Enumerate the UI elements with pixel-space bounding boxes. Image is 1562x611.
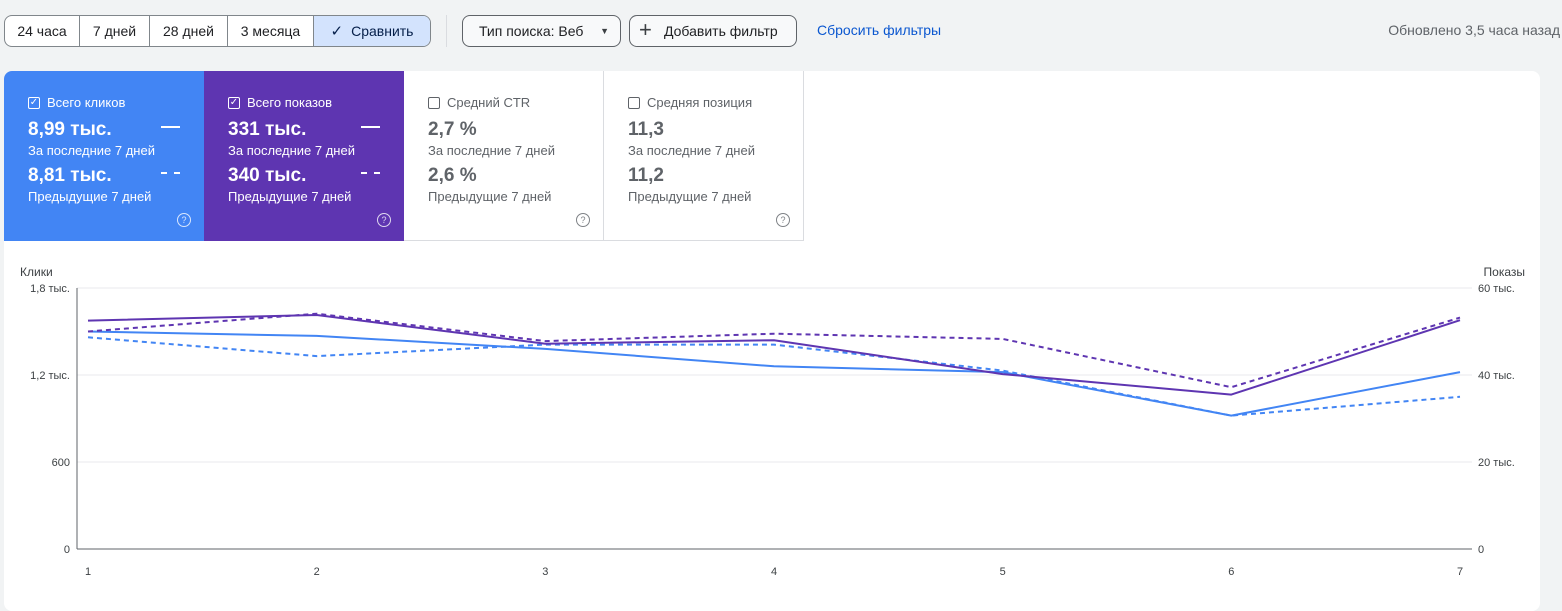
search-type-label: Тип поиска: Веб (479, 23, 584, 39)
toolbar-divider (446, 15, 447, 47)
period-selector: 24 часа 7 дней 28 дней 3 месяца ✓ Сравнит… (4, 15, 431, 47)
metric-previous-value: 11,2 (628, 165, 664, 186)
metric-current-period: За последние 7 дней (228, 143, 355, 158)
help-icon[interactable]: ? (177, 213, 191, 227)
metric-label: Средняя позиция (647, 95, 753, 110)
right-tick-label: 20 тыс. (1478, 457, 1515, 469)
chart-series (87, 312, 1461, 417)
check-icon: ✓ (330, 23, 344, 40)
metric-previous-period: Предыдущие 7 дней (28, 189, 152, 204)
metric-current-value: 331 тыс. (228, 119, 307, 140)
metric-current-period: За последние 7 дней (628, 143, 755, 158)
metric-header: Средний CTR (428, 95, 530, 110)
right-tick-label: 60 тыс. (1478, 283, 1515, 295)
solid-line-legend-icon (161, 126, 180, 128)
left-axis-title: Клики (20, 265, 53, 279)
plus-icon: + (639, 17, 652, 42)
metric-header: ✓ Всего показов (228, 95, 332, 110)
metric-header: ✓ Всего кликов (28, 95, 125, 110)
checkbox-checked-icon[interactable]: ✓ (228, 96, 240, 109)
dashed-line-legend-icon (361, 172, 380, 174)
help-icon[interactable]: ? (377, 213, 391, 227)
period-7d-button[interactable]: 7 дней (80, 16, 150, 46)
clicks-previous-line (87, 336, 1461, 417)
updated-status: Обновлено 3,5 часа назад (1388, 22, 1560, 38)
toolbar: 24 часа 7 дней 28 дней 3 месяца ✓ Сравнит… (0, 0, 1562, 62)
add-filter-button[interactable]: + Добавить фильтр (629, 15, 797, 47)
performance-chart: Клики Показы 0 0 600 20 тыс. 1,2 тыс. 40 тыс.… (20, 265, 1525, 578)
impressions-current-line (87, 314, 1461, 396)
x-tick-label: 3 (542, 566, 548, 578)
metric-previous-period: Предыдущие 7 дней (428, 189, 552, 204)
metric-current-value: 2,7 % (428, 119, 477, 140)
help-icon[interactable]: ? (576, 213, 590, 227)
metric-total-clicks[interactable]: ✓ Всего кликов 8,99 тыс. За последние 7 … (4, 71, 204, 241)
dashed-line-legend-icon (161, 172, 180, 174)
metric-header: Средняя позиция (628, 95, 752, 110)
add-filter-label: Добавить фильтр (664, 23, 778, 39)
checkbox-unchecked-icon[interactable] (428, 96, 440, 109)
left-tick-label: 0 (64, 544, 70, 556)
metric-average-ctr[interactable]: Средний CTR 2,7 % За последние 7 дней 2,… (404, 71, 604, 241)
x-tick-label: 2 (314, 566, 320, 578)
left-tick-label: 1,8 тыс. (30, 283, 70, 295)
checkbox-checked-icon[interactable]: ✓ (28, 96, 40, 109)
x-tick-label: 6 (1228, 566, 1234, 578)
metric-current-value: 8,99 тыс. (28, 119, 112, 140)
period-3m-button[interactable]: 3 месяца (228, 16, 314, 46)
period-24h-button[interactable]: 24 часа (5, 16, 80, 46)
solid-line-legend-icon (361, 126, 380, 128)
metric-previous-period: Предыдущие 7 дней (628, 189, 752, 204)
axis-ticks: 0 0 600 20 тыс. 1,2 тыс. 40 тыс. 1,8 тыс. 60 ты… (30, 283, 1515, 578)
right-tick-label: 0 (1478, 544, 1484, 556)
metric-previous-period: Предыдущие 7 дней (228, 189, 352, 204)
x-tick-label: 5 (1000, 566, 1006, 578)
x-tick-label: 4 (771, 566, 777, 578)
metric-current-period: За последние 7 дней (428, 143, 555, 158)
compare-label: Сравнить (351, 23, 414, 39)
chart-grid (76, 287, 1472, 550)
dropdown-arrow-icon: ▼ (600, 26, 609, 36)
right-axis-title: Показы (1484, 265, 1525, 279)
metric-current-value: 11,3 (628, 119, 664, 140)
metric-previous-value: 340 тыс. (228, 165, 307, 186)
metric-previous-value: 8,81 тыс. (28, 165, 112, 186)
clicks-current-line (87, 330, 1461, 417)
metric-label: Средний CTR (447, 95, 531, 110)
metric-average-position[interactable]: Средняя позиция 11,3 За последние 7 дней… (604, 71, 804, 241)
metric-current-period: За последние 7 дней (28, 143, 155, 158)
performance-card: ✓ Всего кликов 8,99 тыс. За последние 7 … (4, 71, 1540, 611)
reset-filters-link[interactable]: Сбросить фильтры (817, 22, 942, 38)
metric-label: Всего кликов (47, 95, 126, 110)
x-tick-label: 7 (1457, 566, 1463, 578)
compare-button[interactable]: ✓ Сравнить (314, 16, 430, 46)
right-tick-label: 40 тыс. (1478, 370, 1515, 382)
period-28d-button[interactable]: 28 дней (150, 16, 228, 46)
impressions-previous-line (87, 312, 1461, 389)
x-tick-label: 1 (85, 566, 91, 578)
help-icon[interactable]: ? (776, 213, 790, 227)
left-tick-label: 600 (52, 457, 70, 469)
metric-previous-value: 2,6 % (428, 165, 477, 186)
metric-total-impressions[interactable]: ✓ Всего показов 331 тыс. За последние 7 … (204, 71, 404, 241)
left-tick-label: 1,2 тыс. (30, 370, 70, 382)
metric-label: Всего показов (247, 95, 332, 110)
checkbox-unchecked-icon[interactable] (628, 96, 640, 109)
search-type-dropdown[interactable]: Тип поиска: Веб ▼ (462, 15, 621, 47)
